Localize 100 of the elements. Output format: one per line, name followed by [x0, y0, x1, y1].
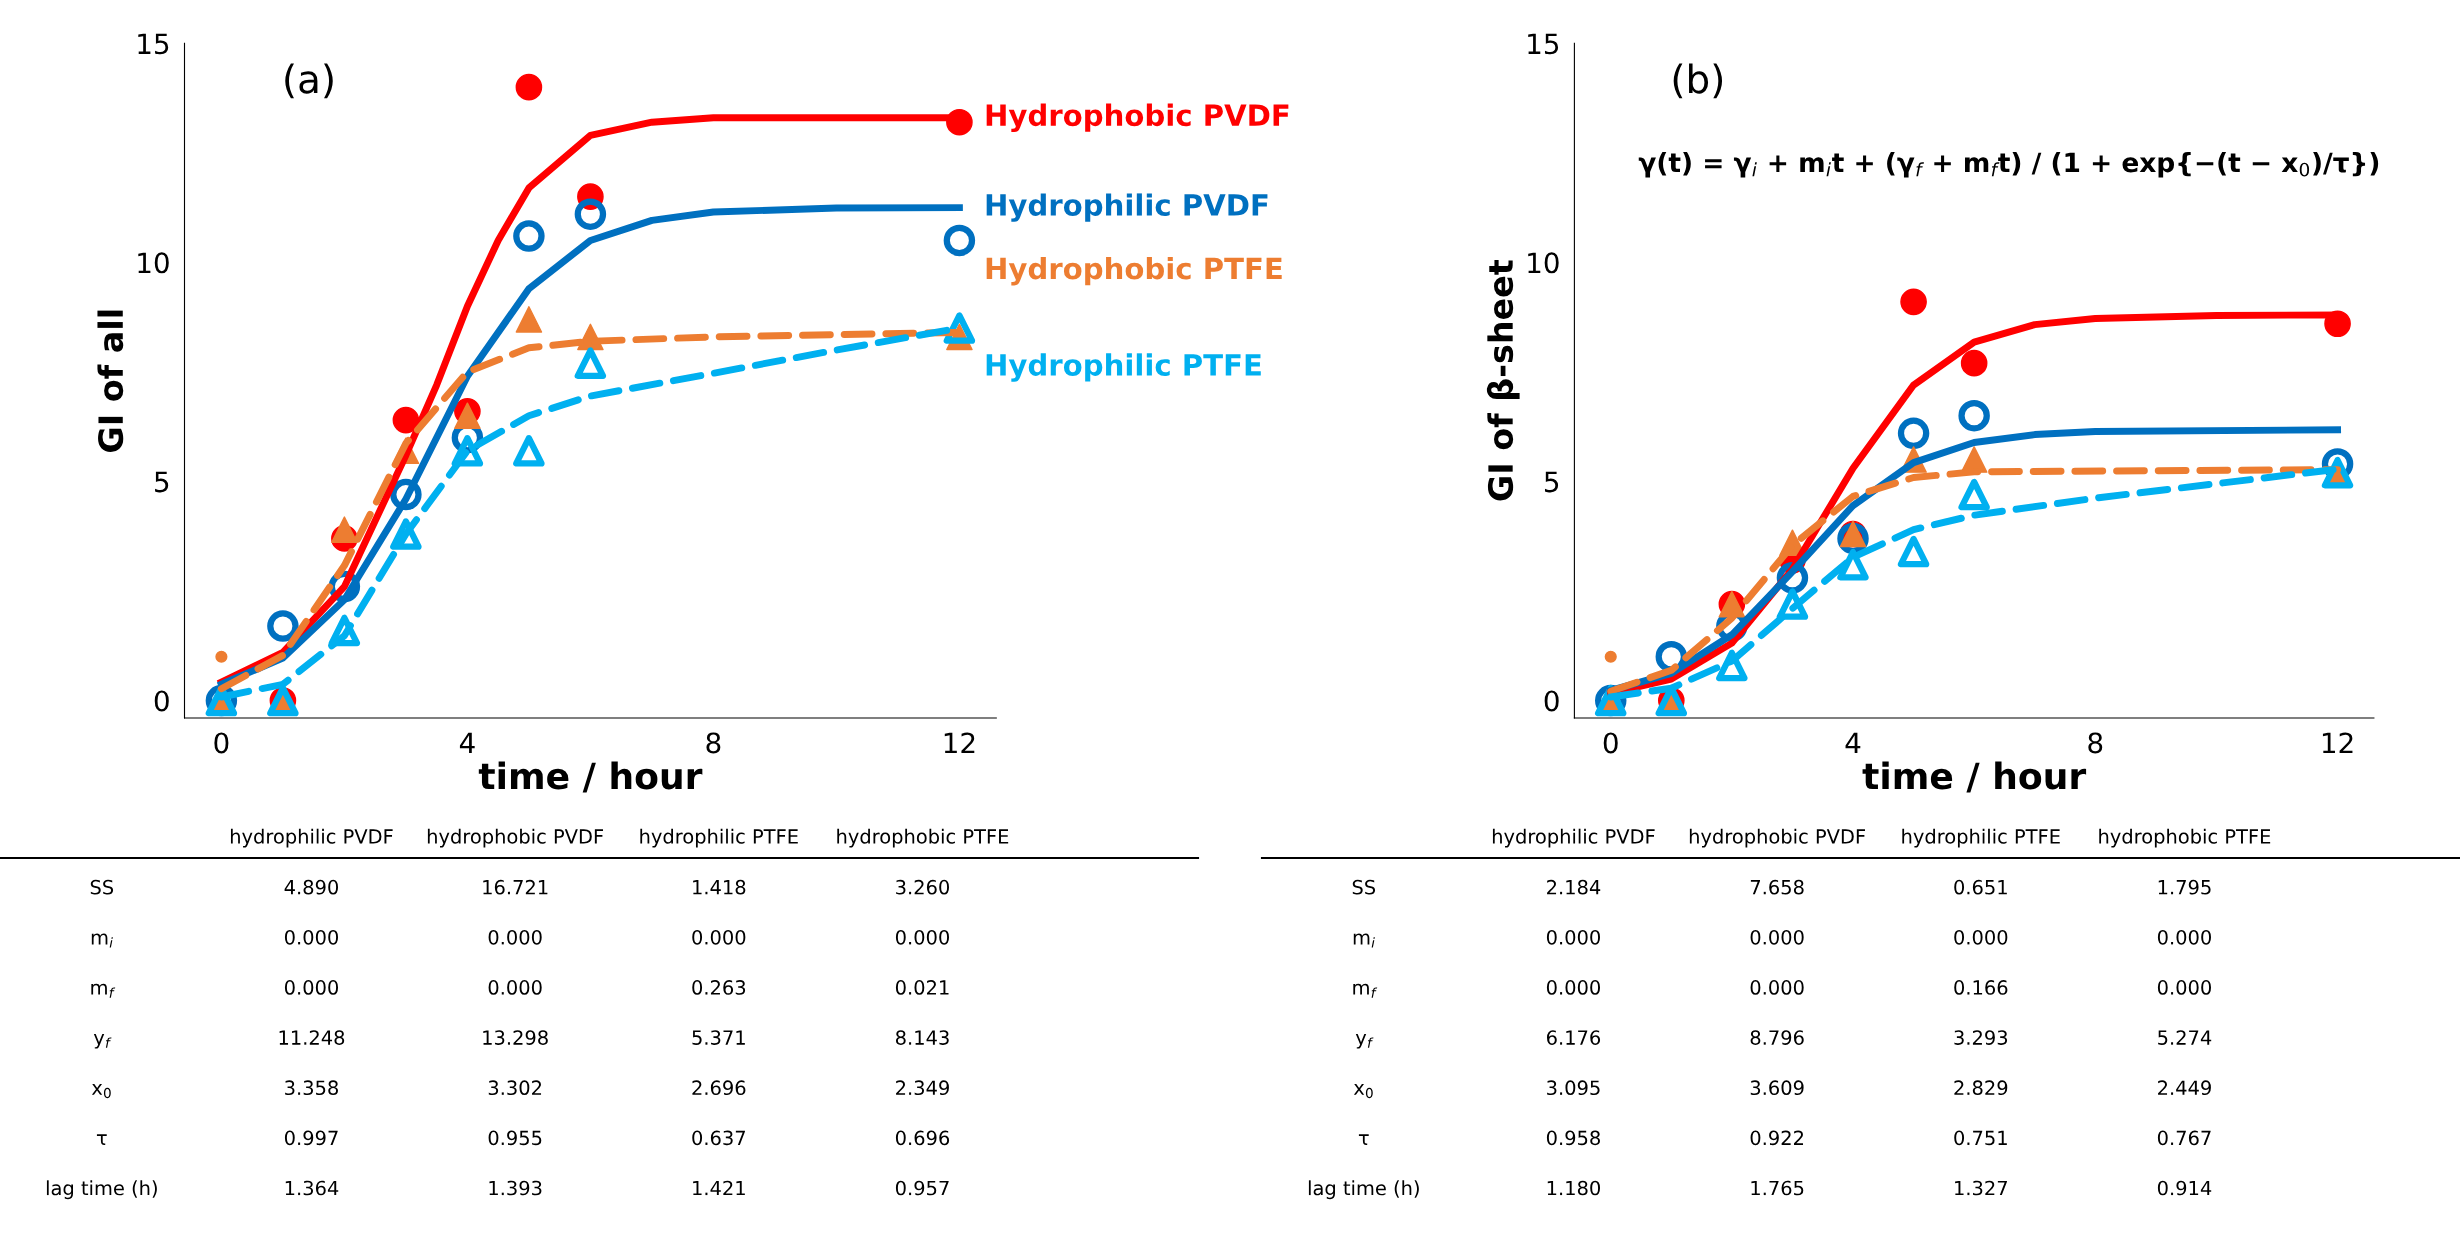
text: 1.765: [1751, 1180, 1804, 1196]
text: 8.143: [895, 1030, 949, 1045]
text: 0.922: [1750, 1130, 1804, 1146]
x-tick-label: 4: [1845, 732, 1861, 754]
text: 0.000: [284, 980, 339, 995]
y-tick-label: 5: [155, 471, 169, 493]
text: hydrophilic PTFE: [1902, 828, 2060, 848]
text: SS: [90, 879, 114, 895]
text: 0.997: [284, 1130, 338, 1146]
text: 2.829: [1954, 1080, 2008, 1096]
text: 1.418: [693, 879, 746, 895]
text: hydrophobic PVDF: [1689, 828, 1865, 848]
text: y$_{f}$: [1355, 1033, 1374, 1049]
text: 0.955: [488, 1130, 542, 1146]
x-tick-label: 12: [2322, 732, 2353, 754]
text: lag time (h): [46, 1180, 157, 1200]
text: 1.364: [285, 1180, 339, 1196]
text: 6.176: [1546, 1030, 1601, 1045]
text: SS: [1352, 879, 1376, 895]
text: 0.000: [2157, 929, 2211, 945]
x-tick-label: 8: [2088, 732, 2103, 754]
series-label: Hydrophobic PVDF: [986, 103, 1289, 133]
text: 3.302: [488, 1080, 542, 1096]
y-tick-label: 15: [1528, 33, 1559, 55]
text: m$_{f}$: [1353, 983, 1378, 998]
text: x$_{0}$: [91, 1084, 111, 1099]
x-tick-label: 0: [214, 732, 229, 754]
text: 1.795: [2158, 879, 2211, 895]
text: τ: [1358, 1134, 1369, 1145]
text: hydrophilic PVDF: [1492, 828, 1655, 848]
text: 0.000: [488, 980, 542, 995]
text: 1.393: [489, 1180, 542, 1196]
text: hydrophilic PVDF: [230, 828, 393, 848]
text: 5.371: [692, 1030, 745, 1045]
text: 1.180: [1547, 1180, 1601, 1196]
text: 2.349: [896, 1080, 949, 1096]
text: m$_{i}$: [91, 933, 113, 948]
y-tick-label: 5: [1544, 471, 1559, 493]
text: γ(t) = γ$_{i}$ + m$_{i}$t + (γ$_{f}$ + m$_{f}$t) / (1 + exp{−(t − x$_{0}$)/τ}): [1638, 151, 2379, 178]
text: 3.293: [1954, 1030, 2008, 1045]
text: 0.000: [1546, 929, 1601, 945]
text: 0.000: [895, 929, 950, 945]
text: 0.000: [1750, 980, 1804, 995]
series-label: Hydrophilic PTFE: [986, 353, 1261, 382]
y-tick-label: 15: [138, 33, 169, 55]
y-tick-label: 0: [1544, 690, 1559, 712]
text: 0.000: [284, 929, 339, 945]
text: 8.796: [1750, 1030, 1804, 1045]
text: 1.327: [1955, 1180, 2007, 1196]
text: 0.000: [1954, 929, 2008, 945]
text: 0.957: [895, 1180, 949, 1196]
text: 1.421: [693, 1180, 745, 1196]
y-axis-title: GI of all: [97, 310, 124, 452]
text: 3.095: [1547, 1080, 1600, 1096]
text: τ: [96, 1134, 107, 1145]
chart-title: (b): [1673, 63, 1723, 99]
text: 0.751: [1954, 1130, 2007, 1146]
series-label: Hydrophilic PVDF: [986, 193, 1268, 222]
text: y$_{f}$: [93, 1033, 112, 1049]
text: 3.609: [1750, 1080, 1804, 1096]
text: 0.166: [1954, 980, 2008, 995]
text: 0.000: [488, 929, 542, 945]
text: 0.651: [1954, 879, 2007, 895]
text: 2.449: [2158, 1080, 2211, 1096]
text: 13.298: [483, 1030, 548, 1045]
text: 0.696: [895, 1130, 950, 1146]
text: 3.358: [285, 1080, 338, 1096]
text: m$_{i}$: [1353, 933, 1375, 948]
text: 0.637: [692, 1130, 745, 1146]
x-tick-label: 4: [459, 732, 475, 754]
text: 0.914: [2157, 1180, 2212, 1196]
y-tick-label: 0: [154, 690, 169, 712]
text: 0.263: [692, 980, 746, 995]
text: 4.890: [284, 879, 339, 895]
x-tick-label: 12: [944, 732, 975, 754]
x-tick-label: 0: [1603, 732, 1618, 754]
text: 0.000: [692, 929, 746, 945]
chart-title: (a): [285, 63, 333, 99]
x-tick-label: 8: [706, 732, 721, 754]
text: m$_{f}$: [91, 983, 116, 998]
y-tick-label: 10: [1528, 252, 1559, 274]
text: 11.248: [279, 1030, 345, 1045]
x-axis-title: time / hour: [478, 761, 703, 793]
text: 0.767: [2157, 1130, 2211, 1146]
text: x$_{0}$: [1353, 1084, 1373, 1099]
text: hydrophilic PTFE: [640, 828, 798, 848]
text: lag time (h): [1308, 1180, 1419, 1200]
text: 5.274: [2158, 1030, 2212, 1045]
text: 0.000: [1546, 980, 1601, 995]
text: 0.958: [1546, 1130, 1600, 1146]
text: hydrophobic PTFE: [837, 828, 1009, 848]
text: 0.000: [1750, 929, 1804, 945]
text: 0.021: [895, 980, 949, 995]
text: 2.696: [692, 1080, 746, 1096]
text: 3.260: [896, 879, 950, 895]
text: 7.658: [1750, 879, 1804, 895]
text: 2.184: [1547, 879, 1601, 895]
text: 16.721: [483, 879, 548, 895]
y-tick-label: 10: [138, 252, 169, 274]
text: hydrophobic PVDF: [427, 828, 604, 848]
